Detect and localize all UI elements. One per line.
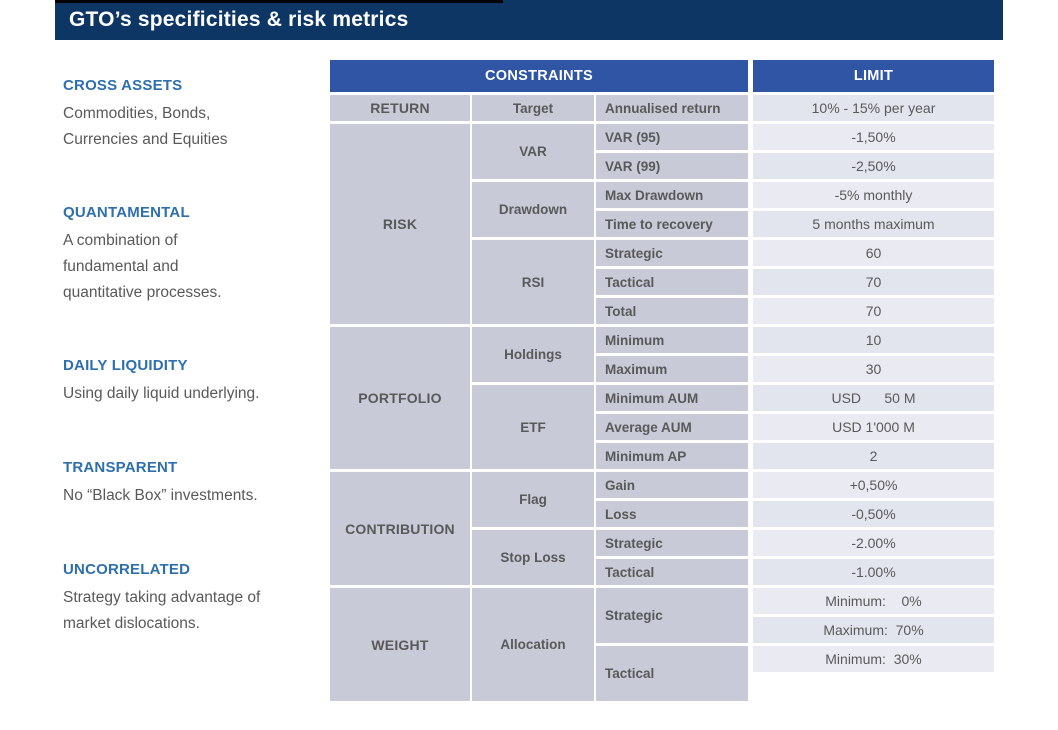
risk-metrics-table: CONSTRAINTS LIMIT RETURN RISK PORTFOLIO CON… (330, 60, 994, 730)
subcategory-cell: Holdings (472, 327, 594, 382)
metric-cell: Time to recovery (596, 211, 748, 237)
feature-section-quantamental: QUANTAMENTAL A combination of fundamenta… (63, 201, 328, 306)
slide-title-bar: GTO’s specificities & risk metrics (55, 0, 1003, 40)
feature-section-cross-assets: CROSS ASSETS Commodities, Bonds, Currenc… (63, 74, 328, 153)
subcategory-cell: Drawdown (472, 182, 594, 237)
feature-heading: DAILY LIQUIDITY (63, 357, 188, 374)
metric-cell: Minimum (596, 327, 748, 353)
limit-cell: USD 1'000 M (753, 414, 994, 440)
feature-section-daily-liquidity: DAILY LIQUIDITY Using daily liquid under… (63, 354, 328, 407)
category-cell: RISK (330, 124, 470, 324)
category-cell: RETURN (330, 95, 470, 121)
limit-cell: -5% monthly (753, 182, 994, 208)
metric-cell: Tactical (596, 269, 748, 295)
limit-cell: Minimum: 0% (753, 588, 994, 614)
limit-cell: 30 (753, 356, 994, 382)
feature-section-transparent: TRANSPARENT No “Black Box” investments. (63, 456, 328, 509)
feature-body: Strategy taking advantage of market disl… (63, 589, 261, 632)
subcategory-cell: Target (472, 95, 594, 121)
feature-body: Using daily liquid underlying. (63, 385, 260, 402)
metric-cell: Maximum (596, 356, 748, 382)
category-cell: WEIGHT (330, 588, 470, 701)
limit-cell: 60 (753, 240, 994, 266)
limit-header: LIMIT (753, 60, 994, 92)
limit-cell: 10% - 15% per year (753, 95, 994, 121)
feature-heading: TRANSPARENT (63, 459, 178, 476)
subcategory-cell: Flag (472, 472, 594, 527)
title-bar-top-strip (55, 0, 503, 3)
metric-cell: VAR (95) (596, 124, 748, 150)
limit-cell: 2 (753, 443, 994, 469)
feature-heading: CROSS ASSETS (63, 77, 183, 94)
metric-cell: VAR (99) (596, 153, 748, 179)
feature-body: Commodities, Bonds, Currencies and Equit… (63, 105, 228, 148)
subcategory-cell: Allocation (472, 588, 594, 701)
subcategory-cell: VAR (472, 124, 594, 179)
metric-cell: Max Drawdown (596, 182, 748, 208)
metric-cell: Strategic (596, 588, 748, 643)
limit-cell: 70 (753, 298, 994, 324)
metric-cell: Strategic (596, 530, 748, 556)
metric-cell: Minimum AP (596, 443, 748, 469)
feature-body: A combination of fundamental and quantit… (63, 232, 222, 301)
feature-heading: UNCORRELATED (63, 561, 191, 578)
limit-cell: Maximum: 70% (753, 617, 994, 643)
category-cell: CONTRIBUTION (330, 472, 470, 585)
feature-section-uncorrelated: UNCORRELATED Strategy taking advantage o… (63, 558, 328, 637)
limit-cell: +0,50% (753, 472, 994, 498)
metric-cell: Minimum AUM (596, 385, 748, 411)
limit-cell: -2,50% (753, 153, 994, 179)
metric-cell: Strategic (596, 240, 748, 266)
limit-cell: 5 months maximum (753, 211, 994, 237)
constraints-header: CONSTRAINTS (330, 60, 748, 92)
metric-cell: Average AUM (596, 414, 748, 440)
limit-cell: 70 (753, 269, 994, 295)
metric-cell: Gain (596, 472, 748, 498)
metric-cell: Annualised return (596, 95, 748, 121)
metric-cell: Tactical (596, 559, 748, 585)
category-cell: PORTFOLIO (330, 327, 470, 469)
limit-cell: -2.00% (753, 530, 994, 556)
feature-heading: QUANTAMENTAL (63, 204, 190, 221)
metric-cell: Total (596, 298, 748, 324)
subcategory-cell: ETF (472, 385, 594, 469)
limit-cell: -1,50% (753, 124, 994, 150)
feature-body: No “Black Box” investments. (63, 487, 258, 504)
slide-title: GTO’s specificities & risk metrics (69, 8, 409, 31)
limit-cell: USD 50 M (753, 385, 994, 411)
limit-cell: 10 (753, 327, 994, 353)
metric-cell: Loss (596, 501, 748, 527)
limit-cell: Minimum: 30% (753, 646, 994, 672)
limit-cell: -1.00% (753, 559, 994, 585)
subcategory-cell: Stop Loss (472, 530, 594, 585)
subcategory-cell: RSI (472, 240, 594, 324)
metric-cell: Tactical (596, 646, 748, 701)
limit-cell: -0,50% (753, 501, 994, 527)
